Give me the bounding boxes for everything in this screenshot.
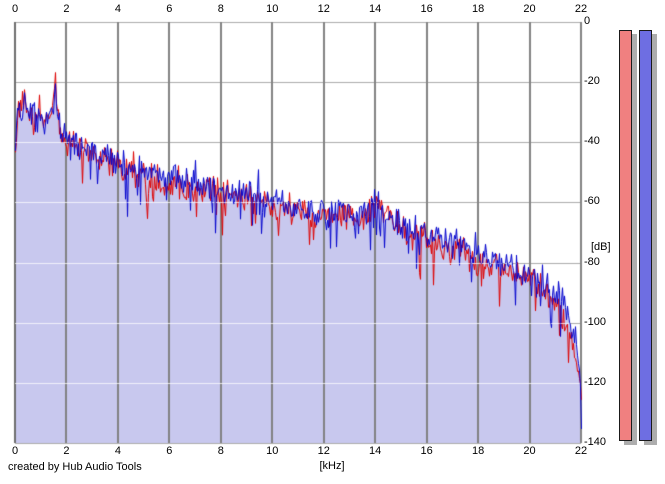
x-axis-bottom-tick-label: 18: [471, 445, 485, 457]
x-axis-top-tick-label: 22: [574, 3, 588, 15]
level-meter-right: [639, 30, 652, 441]
x-axis-top-tick-label: 10: [266, 3, 279, 15]
x-axis-top-tick-label: 4: [114, 3, 121, 15]
x-axis-bottom-tick-label: 22: [574, 445, 588, 457]
x-axis-top-tick-label: 14: [369, 3, 382, 15]
x-axis-bottom-tick-label: 20: [523, 445, 536, 457]
x-axis-top-tick-label: 2: [63, 3, 70, 15]
x-axis-bottom-tick-label: 12: [317, 445, 330, 457]
x-axis-bottom-tick-label: 2: [63, 445, 70, 457]
level-meter-left: [619, 30, 632, 441]
x-axis-bottom-tick-label: 4: [114, 445, 121, 457]
x-axis-bottom-tick-label: 14: [369, 445, 382, 457]
x-axis-top-tick-label: 0: [11, 3, 19, 15]
x-axis-top-tick-label: 16: [420, 3, 433, 15]
x-axis-top-tick-label: 6: [166, 3, 173, 15]
y-axis-right-tick-label: -120: [584, 375, 607, 388]
x-axis-top-tick-label: 20: [523, 3, 536, 15]
credit-text: created by Hub Audio Tools: [8, 461, 142, 473]
x-axis-bottom-tick-label: 10: [266, 445, 279, 457]
x-axis-bottom-tick-label: 16: [420, 445, 433, 457]
y-axis-right-tick-label: -100: [584, 315, 607, 328]
x-axis-top-tick-label: 18: [471, 3, 485, 15]
x-axis-bottom-tick-label: 8: [217, 445, 224, 457]
y-axis-unit-label: [dB]: [591, 241, 611, 253]
x-axis-bottom-tick-label: 0: [11, 445, 19, 457]
x-axis-bottom-tick-label: 6: [166, 445, 173, 457]
x-axis-top-tick-label: 12: [317, 3, 330, 15]
y-axis-right-tick-label: -80: [584, 255, 600, 268]
y-axis-right-tick-label: -40: [584, 135, 600, 148]
y-axis-right-tick-label: -60: [584, 195, 600, 208]
y-axis-right-tick-label: -20: [584, 75, 600, 88]
x-axis-unit-label: [kHz]: [319, 460, 345, 472]
y-axis-right-tick-label: 0: [584, 15, 591, 27]
y-axis-right-tick-label: -140: [584, 436, 607, 448]
x-axis-top-tick-label: 8: [217, 3, 224, 15]
